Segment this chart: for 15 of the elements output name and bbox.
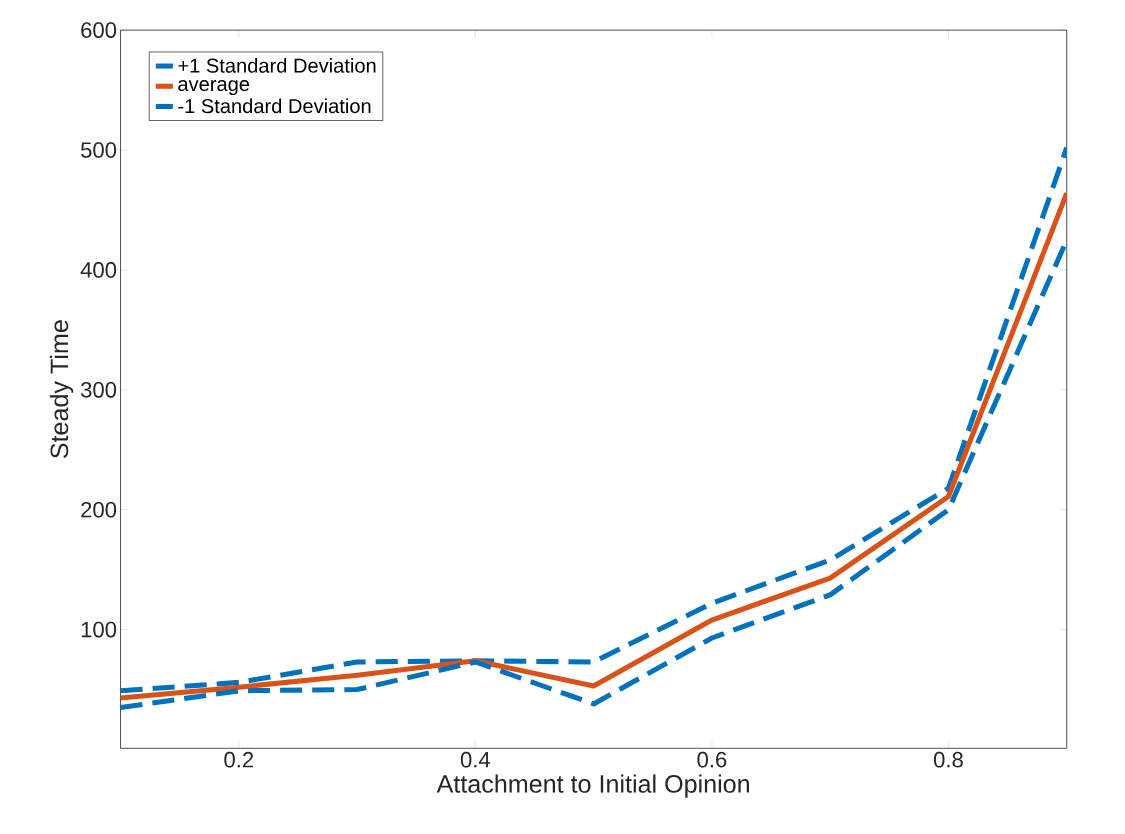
x-axis-title: Attachment to Initial Opinion bbox=[436, 774, 749, 798]
legend-label: +1 Standard Deviation bbox=[178, 58, 376, 73]
legend-label: average bbox=[178, 80, 250, 96]
y-axis-title: Steady Time bbox=[49, 320, 74, 459]
y-tick-label: 600 bbox=[81, 22, 117, 39]
x-tick-label: 0.4 bbox=[460, 752, 491, 768]
x-tick-label: 0.2 bbox=[224, 752, 254, 768]
y-tick-label: 300 bbox=[80, 382, 117, 398]
x-tick-label: 0.6 bbox=[697, 752, 727, 768]
y-tick-label: 400 bbox=[80, 262, 117, 278]
x-tick-label: 0.8 bbox=[933, 752, 963, 768]
y-tick-label: 200 bbox=[81, 502, 117, 518]
y-tick-label: 500 bbox=[81, 142, 117, 159]
legend-label: -1 Standard Deviation bbox=[178, 98, 371, 114]
y-tick-label: 100 bbox=[81, 621, 117, 638]
